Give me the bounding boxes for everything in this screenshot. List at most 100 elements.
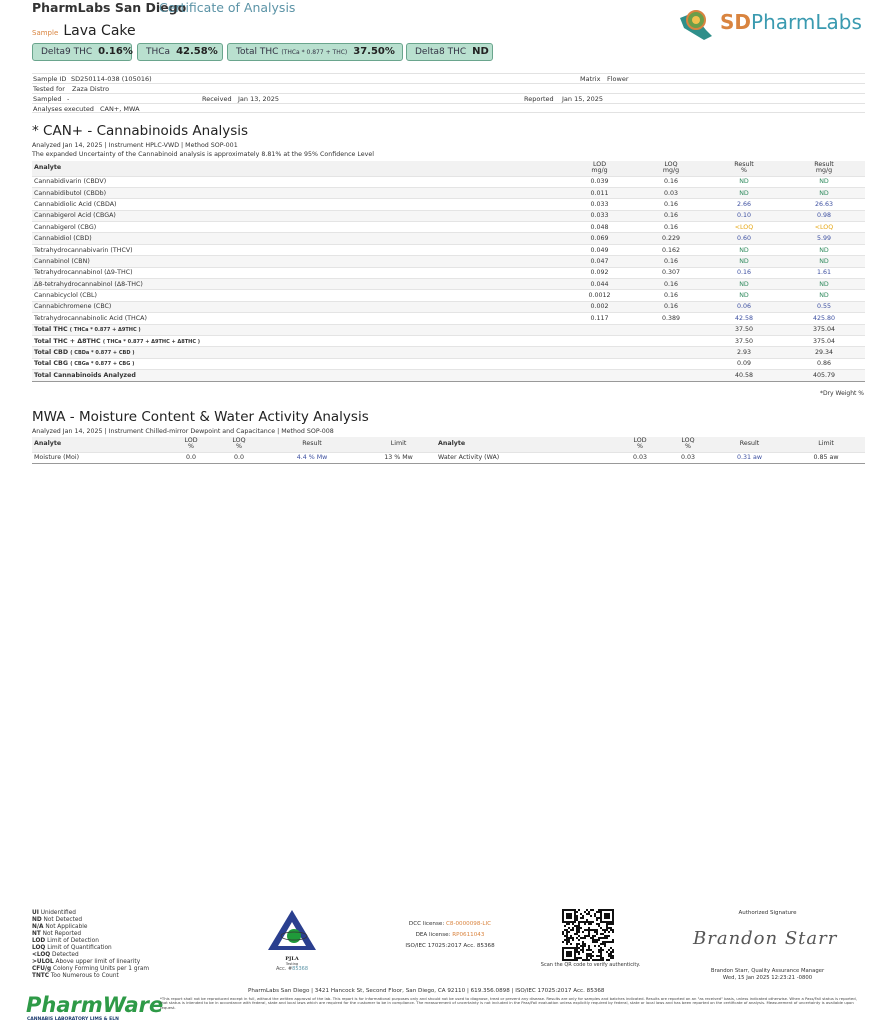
loq: 0.307 bbox=[637, 267, 705, 280]
result-mg-g: 0.98 bbox=[783, 210, 865, 223]
analyte: Tetrahydrocannabinolic Acid (THCA) bbox=[32, 312, 562, 325]
analyte: Tetrahydrocannabinol (Δ9-THC) bbox=[32, 267, 562, 280]
licenses: DCC license: C8-0000098-LIC DEA license:… bbox=[405, 921, 495, 949]
sample-id: SD250114-038 (105016) bbox=[71, 75, 152, 83]
abbreviation-legend: UI Unidentified ND Not Detected N/A Not Ap… bbox=[32, 910, 149, 980]
lod: 0.049 bbox=[562, 244, 637, 257]
dea-license: RP0611043 bbox=[452, 932, 485, 938]
sdpharmlabs-logo: SDPharmLabs bbox=[720, 10, 862, 34]
analyte: Cannabidivarin (CBDV) bbox=[32, 176, 562, 188]
sample-info: Sample ID SD250114-038 (105016) Matrix Flow… bbox=[32, 73, 865, 113]
lod: 0.092 bbox=[562, 267, 637, 280]
matrix: Flower bbox=[607, 75, 629, 83]
result-mg-g: ND bbox=[783, 255, 865, 268]
lod: 0.117 bbox=[562, 312, 637, 325]
table-row: Tetrahydrocannabinol (Δ9-THC) 0.092 0.30… bbox=[32, 267, 865, 280]
loq: 0.162 bbox=[637, 244, 705, 257]
can-meta: Analyzed Jan 14, 2025 | Instrument HPLC-… bbox=[32, 142, 238, 149]
table-row: Cannabichromene (CBC) 0.002 0.16 0.06 0.… bbox=[32, 301, 865, 314]
legend-item: NT Not Reported bbox=[32, 931, 82, 937]
analyte: Cannabinol (CBN) bbox=[32, 255, 562, 268]
result-percent: <LOQ bbox=[705, 221, 783, 234]
table-row: Cannabigerol (CBG) 0.048 0.16 <LOQ <LOQ bbox=[32, 221, 865, 234]
result-mg-g: <LOQ bbox=[783, 221, 865, 234]
total-row: Total Cannabinoids Analyzed 40.58 405.79 bbox=[32, 369, 865, 382]
analyte: Cannabichromene (CBC) bbox=[32, 301, 562, 314]
table-row: Tetrahydrocannabivarin (THCV) 0.049 0.16… bbox=[32, 244, 865, 257]
result-percent: ND bbox=[705, 255, 783, 268]
loq: 0.16 bbox=[637, 289, 705, 302]
result-percent: ND bbox=[705, 187, 783, 200]
pjla-badge: PJLA Testing Acc. #85368 bbox=[266, 908, 318, 972]
result-percent: ND bbox=[705, 289, 783, 302]
lab-address: PharmLabs San Diego | 3421 Hancock St, S… bbox=[248, 988, 605, 994]
lod: 0.044 bbox=[562, 278, 637, 291]
mwa-meta: Analyzed Jan 14, 2025 | Instrument Chill… bbox=[32, 428, 334, 435]
result-mg-g: ND bbox=[783, 187, 865, 200]
legend-item: LOQ Limit of Quantification bbox=[32, 945, 112, 951]
table-row: Tetrahydrocannabinolic Acid (THCA) 0.117… bbox=[32, 312, 865, 325]
table-row: Cannabidiol (CBD) 0.069 0.229 0.60 5.99 bbox=[32, 232, 865, 245]
loq: 0.16 bbox=[637, 278, 705, 291]
signature: Brandon Starr bbox=[693, 928, 838, 949]
legend-item: LOD Limit of Detection bbox=[32, 938, 99, 944]
result-percent: 2.66 bbox=[705, 198, 783, 211]
legend-item: ND Not Detected bbox=[32, 917, 83, 923]
disclaimer: *This report shall not be reproduced exc… bbox=[160, 996, 857, 1010]
signer: Brandon Starr, Quality Assurance Manager… bbox=[710, 968, 825, 981]
result-percent: 42.58 bbox=[705, 312, 783, 325]
result-mg-g: 0.55 bbox=[783, 301, 865, 314]
analyte: Cannabicyclol (CBL) bbox=[32, 289, 562, 302]
signature-label: Authorized Signature bbox=[738, 910, 797, 916]
qr-code-icon bbox=[562, 909, 614, 961]
result-percent: 0.60 bbox=[705, 232, 783, 245]
reported-date: Jan 15, 2025 bbox=[562, 95, 604, 103]
analyte: Cannabigerol Acid (CBGA) bbox=[32, 210, 562, 223]
mwa-section-title: MWA - Moisture Content & Water Activity … bbox=[32, 409, 369, 425]
loq: 0.16 bbox=[637, 198, 705, 211]
loq: 0.16 bbox=[637, 210, 705, 223]
table-row: Moisture (Moi) 0.0 0.0 4.4 % Mw 13 % Mw Wate… bbox=[32, 452, 865, 464]
table-row: Δ8-tetrahydrocannabinol (Δ8-THC) 0.044 0… bbox=[32, 278, 865, 291]
result-percent: 0.06 bbox=[705, 301, 783, 314]
analyte: Cannabidiol (CBD) bbox=[32, 232, 562, 245]
analyses: CAN+, MWA bbox=[100, 105, 140, 113]
lod: 0.033 bbox=[562, 210, 637, 223]
analyte: Water Activity (WA) bbox=[436, 452, 616, 464]
lod: 0.0012 bbox=[562, 289, 637, 302]
analyte: Cannabigerol (CBG) bbox=[32, 221, 562, 234]
total-row: Total THC ( THCa * 0.877 + Δ9THC ) 37.50… bbox=[32, 324, 865, 336]
verification-qr-code[interactable] bbox=[562, 909, 614, 961]
summary-total-thc: Total THC (THCa * 0.877 + THC) 37.50% bbox=[227, 43, 403, 61]
total-row: Total THC + Δ8THC ( THCa * 0.877 + Δ9THC… bbox=[32, 335, 865, 348]
result-mg-g: 1.61 bbox=[783, 267, 865, 280]
loq: 0.03 bbox=[637, 187, 705, 200]
result-percent: ND bbox=[705, 176, 783, 188]
result-percent: 0.16 bbox=[705, 267, 783, 280]
moisture-result: 4.4 % Mw bbox=[263, 452, 361, 464]
loq: 0.16 bbox=[637, 301, 705, 314]
pharmware-logo: PharmWare bbox=[26, 993, 164, 1017]
analyte: Δ8-tetrahydrocannabinol (Δ8-THC) bbox=[32, 278, 562, 291]
lod: 0.069 bbox=[562, 232, 637, 245]
total-row: Total CBD ( CBDa * 0.877 + CBD ) 2.93 29.… bbox=[32, 346, 865, 359]
pharmware-tagline: CANNABIS LABORATORY LIMS & ELN bbox=[27, 1017, 119, 1022]
sample-name: Lava Cake bbox=[63, 23, 136, 39]
legend-item: N/A Not Applicable bbox=[32, 924, 88, 930]
total-row: Total CBG ( CBGa * 0.877 + CBG ) 0.09 0.8… bbox=[32, 358, 865, 371]
pjla-logo-icon bbox=[268, 910, 316, 950]
legend-item: CFU/g Colony Forming Units per 1 gram bbox=[32, 966, 150, 972]
result-percent: 0.10 bbox=[705, 210, 783, 223]
analyte: Moisture (Moi) bbox=[32, 452, 167, 464]
lod: 0.002 bbox=[562, 301, 637, 314]
result-mg-g: ND bbox=[783, 289, 865, 302]
loq: 0.16 bbox=[637, 255, 705, 268]
lab-name: PharmLabs San Diego bbox=[32, 0, 187, 15]
dcc-license: C8-0000098-LIC bbox=[446, 921, 492, 927]
result-percent: ND bbox=[705, 278, 783, 291]
lod: 0.039 bbox=[562, 176, 637, 188]
document-title: Certificate of Analysis bbox=[159, 0, 296, 15]
sample-heading: Sample Lava Cake bbox=[32, 20, 136, 39]
result-mg-g: ND bbox=[783, 244, 865, 257]
qr-caption: Scan the QR code to verify authenticity. bbox=[540, 962, 641, 968]
